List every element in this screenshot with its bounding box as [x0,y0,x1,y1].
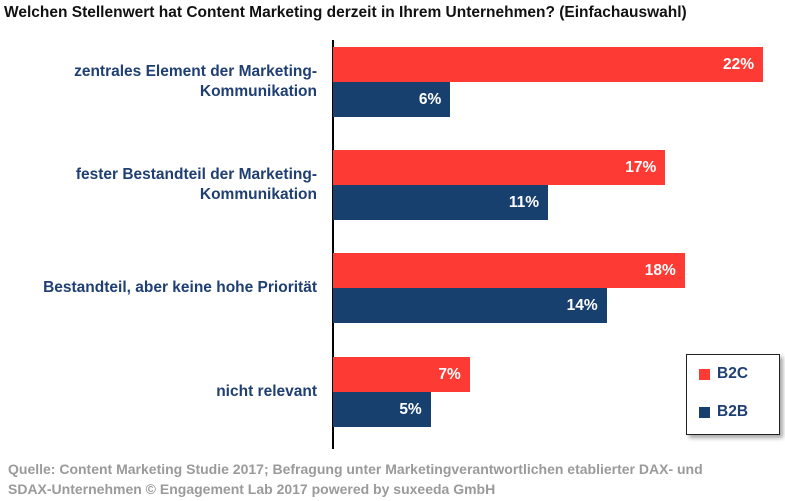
source-line-2: SDAX-Unternehmen © Engagement Lab 2017 p… [8,481,496,497]
source-line-1: Quelle: Content Marketing Studie 2017; B… [8,461,703,477]
category-label-line: nicht relevant [216,383,317,400]
category-label-line: zentrales Element der Marketing- [74,63,317,80]
legend-swatch-b2c [699,368,710,380]
bar-b2b [333,392,431,427]
category-label: fester Bestandteil der Marketing- Kommuni… [0,165,317,205]
data-label-b2b: 5% [399,401,422,418]
bar-b2c [333,47,763,82]
legend-label-b2b: B2B [717,403,749,420]
data-label-b2b: 11% [508,194,539,211]
legend: B2C B2B [686,354,780,435]
category-label: nicht relevant [0,382,317,402]
bar-b2c [333,253,685,288]
category-label: Bestandteil, aber keine hohe Priorität [0,278,317,298]
data-label-b2c: 17% [625,159,657,176]
bar-b2b [333,185,548,220]
data-label-b2b: 6% [418,91,442,108]
legend-item-b2b: B2B [699,403,748,421]
legend-swatch-b2b [699,406,710,418]
bar-b2c [333,357,470,392]
chart-title: Welchen Stellenwert hat Content Marketin… [4,4,687,21]
source-note: Quelle: Content Marketing Studie 2017; B… [8,459,783,499]
legend-label-b2c: B2C [717,365,749,382]
bar-b2b [333,288,607,323]
category-label: zentrales Element der Marketing- Kommunik… [0,62,317,102]
legend-item-b2c: B2C [699,365,748,383]
y-axis-line [332,40,334,449]
data-label-b2b: 14% [566,297,598,314]
data-label-b2c: 18% [644,262,676,279]
data-label-b2c: 7% [438,366,461,383]
data-label-b2c: 22% [722,56,754,73]
category-label-line: fester Bestandteil der Marketing- [75,166,317,183]
bar-b2b [333,82,451,117]
category-label-line: Kommunikation [199,83,317,100]
bar-b2c [333,150,666,185]
category-label-line: Kommunikation [199,186,317,203]
category-label-line: Bestandteil, aber keine hohe Priorität [43,279,317,296]
